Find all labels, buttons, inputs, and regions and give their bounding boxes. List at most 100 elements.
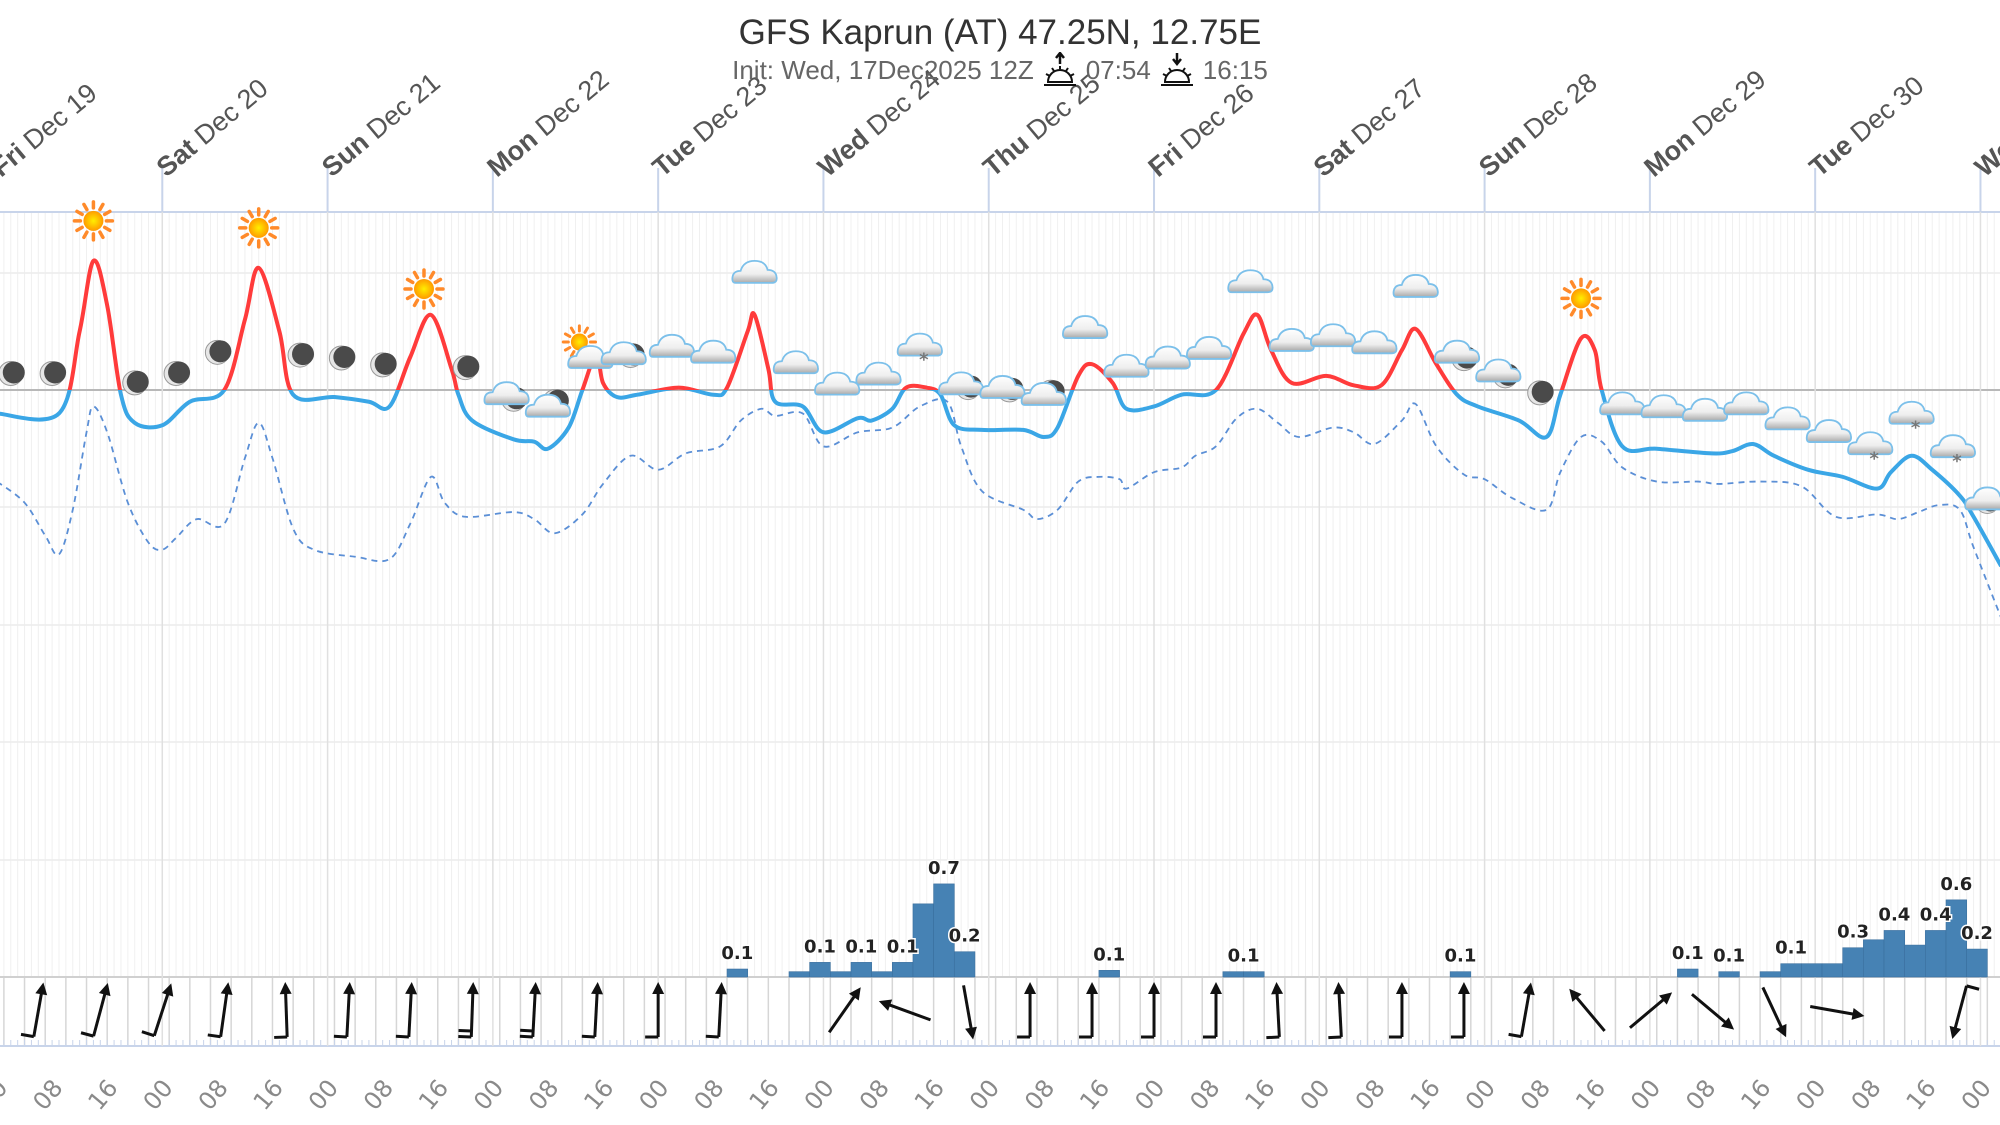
wind-arrow-head: [1395, 982, 1408, 994]
cloud-icon: [1681, 397, 1729, 422]
hour-tick-label: 16: [1735, 1074, 1776, 1115]
wind-barb: [1966, 984, 1980, 991]
moon-icon: [204, 339, 232, 365]
precip-bar: [1677, 968, 1699, 978]
wind-arrow-head: [652, 982, 665, 994]
sun-ray: [1590, 303, 1600, 310]
precip-bar: [1449, 971, 1472, 978]
wind-arrows: [20, 982, 1980, 1040]
wind-arrow: [878, 999, 932, 1022]
wind-arrow: [20, 982, 48, 1039]
wind-arrow: [1508, 982, 1535, 1039]
cloud-shape: [1681, 397, 1729, 422]
wind-barb: [80, 1031, 94, 1038]
hour-tick-label: 08: [1680, 1074, 1721, 1115]
sun-ray: [247, 209, 254, 219]
sun-ray: [563, 332, 572, 338]
wind-arrow: [141, 983, 174, 1038]
wind-arrow-shaft: [345, 990, 351, 1038]
wind-barb: [1328, 1035, 1342, 1040]
hour-tick-label: 00: [1625, 1074, 1666, 1115]
cloud-icon: [1268, 328, 1315, 352]
day-label: Tue Dec 30: [1804, 70, 1930, 182]
sun-ray: [75, 225, 84, 233]
cloud-shape: [979, 375, 1026, 399]
wind-barb: [333, 1034, 347, 1039]
hour-tick-label: 00: [0, 1074, 13, 1115]
day-label-date: Dec 22: [530, 64, 615, 142]
wind-barb: [520, 1028, 534, 1033]
sun-disc: [83, 210, 104, 231]
sun-ray: [1569, 280, 1577, 289]
hour-tick-label: 08: [854, 1074, 895, 1115]
cloud-shape: [1351, 330, 1398, 355]
hour-tick-label: 00: [964, 1074, 1005, 1115]
sun-ray: [405, 293, 415, 301]
cloud-shape: [1062, 315, 1109, 339]
day-label-date: Dec 27: [1346, 73, 1431, 151]
cloud-icon: [1186, 336, 1233, 360]
wind-arrow-head: [1721, 1017, 1735, 1030]
moon-shadow: [209, 340, 232, 363]
moon-icon: [1527, 380, 1554, 406]
wind-arrow: [1569, 988, 1606, 1032]
cloud-icon: [1309, 323, 1357, 348]
hour-tick-label: 08: [1515, 1074, 1556, 1115]
wind-arrow: [1266, 982, 1284, 1040]
precip-data-label: 0.1: [1672, 943, 1704, 964]
cloud-shape: [1433, 339, 1481, 364]
sun-ray: [428, 298, 436, 308]
wind-arrow: [1690, 993, 1735, 1030]
wind-arrow-shaft: [92, 991, 107, 1037]
wind-arrow: [1141, 982, 1161, 1039]
day-label: Mon Dec 22: [481, 64, 614, 182]
wind-arrow: [1079, 982, 1099, 1039]
wind-barb: [207, 1033, 221, 1039]
wind-arrow-head: [715, 982, 728, 995]
sun-disc: [413, 278, 434, 299]
day-label-date: Dec 25: [1021, 68, 1106, 146]
wind-arrow: [1949, 984, 1980, 1040]
hour-tick-label: 16: [1240, 1074, 1281, 1115]
cloud-icon: [1351, 330, 1398, 355]
hour-tick-label: 16: [1901, 1074, 1942, 1115]
dewpoint-line: [0, 398, 2000, 618]
moon-icon: [122, 370, 149, 396]
moon-shadow: [457, 355, 480, 378]
sun-ray: [102, 209, 112, 217]
sun-ray: [433, 277, 443, 285]
sun-ray: [587, 332, 595, 338]
wind-barb: [141, 1030, 155, 1038]
snow-cloud-icon: *: [1929, 434, 1976, 472]
wind-arrow: [705, 982, 728, 1039]
sun-ray: [98, 230, 105, 240]
wind-arrow-shaft: [1761, 986, 1784, 1030]
day-label: Fri Dec 19: [0, 78, 103, 183]
sun-ray: [1590, 287, 1600, 294]
sun-ray: [82, 230, 89, 240]
wind-arrow-head: [1949, 1025, 1962, 1040]
cloud-shape: [600, 341, 647, 366]
cloud-icon: [1062, 315, 1109, 339]
sun-ray: [412, 270, 420, 280]
precip-data-label: 0.6: [1940, 874, 1972, 895]
cloud-icon: [483, 381, 530, 406]
day-label: Tue Dec 23: [647, 70, 773, 182]
wind-arrow: [827, 987, 861, 1034]
wind-arrow: [1450, 982, 1470, 1039]
cloud-shape: [814, 371, 861, 396]
snowflake-icon: *: [919, 350, 929, 371]
hour-tick-label: 00: [1460, 1074, 1501, 1115]
sun-ray: [240, 216, 250, 224]
precip-data-label: 0.1: [1228, 946, 1260, 967]
sun-icon: [403, 268, 445, 310]
wind-barb: [395, 1034, 409, 1039]
wind-arrow-shaft: [469, 990, 475, 1038]
cloud-icon: [1227, 269, 1274, 294]
precip-data-label: 0.2: [949, 926, 981, 947]
cloud-icon: [1475, 358, 1522, 383]
sun-ray: [268, 232, 277, 240]
sun-ray: [1585, 307, 1593, 317]
wind-arrow: [80, 982, 111, 1038]
cloud-shape: [648, 333, 695, 358]
